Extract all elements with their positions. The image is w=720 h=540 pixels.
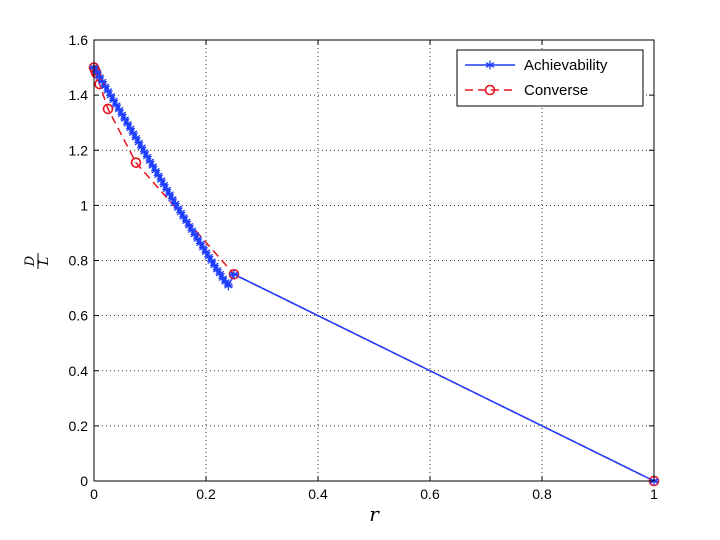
x-tick-label: 1 xyxy=(650,486,658,502)
grid-lines xyxy=(94,40,654,481)
legend-label: Achievability xyxy=(524,57,608,74)
data-point-marker xyxy=(229,269,239,279)
y-tick-label: 1.2 xyxy=(69,142,89,158)
y-axis-label: D L xyxy=(23,253,52,269)
legend: Achievability Converse xyxy=(456,49,644,107)
y-tick-label: 0.2 xyxy=(69,418,89,434)
y-tick-label: 0 xyxy=(80,473,88,489)
y-tick-label: 0.8 xyxy=(69,253,89,269)
x-tick-label: 0.2 xyxy=(196,486,216,502)
y-axis-label-numerator: D xyxy=(23,255,38,267)
y-tick-label: 1.6 xyxy=(69,32,89,48)
legend-item-achievability: Achievability xyxy=(465,57,608,74)
legend-label: Converse xyxy=(524,82,588,99)
x-axis-label: r xyxy=(369,502,380,526)
x-tick-label: 0.4 xyxy=(308,486,328,502)
legend-marker xyxy=(485,60,495,70)
legend-marker xyxy=(484,84,496,96)
data-point-marker xyxy=(102,103,114,115)
x-tick-label: 0 xyxy=(90,486,98,502)
axis-ticks: 0 0.2 0.4 0.6 0.8 1 0 0.2 0.4 0.6 0.8 1 1.2 1.4 1.6 xyxy=(69,32,659,502)
x-tick-label: 0.6 xyxy=(420,486,440,502)
legend-item-converse: Converse xyxy=(465,82,588,99)
y-axis-label-denominator: L xyxy=(37,257,52,267)
y-tick-label: 1 xyxy=(80,197,88,213)
y-tick-label: 0.6 xyxy=(69,308,89,324)
legend-box xyxy=(456,49,644,107)
y-tick-label: 0.4 xyxy=(69,363,89,379)
data-point-marker xyxy=(130,157,142,168)
data-point-marker xyxy=(223,281,233,291)
x-tick-label: 0.8 xyxy=(532,486,552,502)
y-tick-label: 1.4 xyxy=(69,87,89,103)
